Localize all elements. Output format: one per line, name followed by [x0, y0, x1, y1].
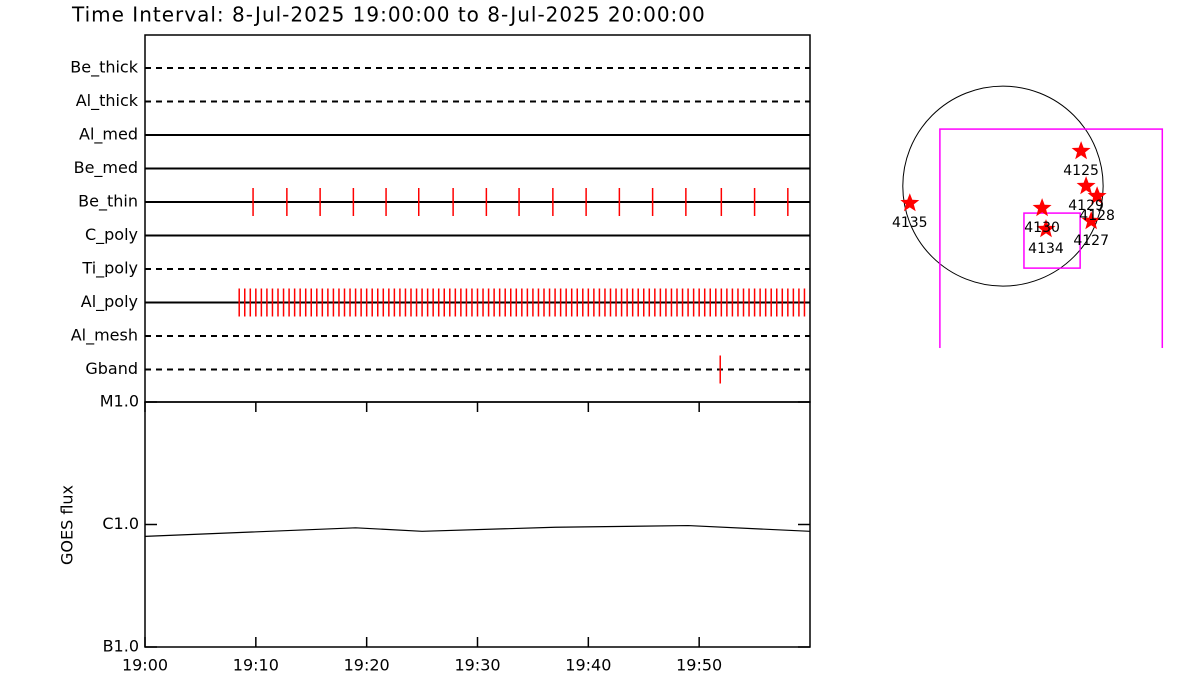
- y-tick-label: M1.0: [100, 392, 139, 411]
- active-region-marker: [1076, 176, 1096, 195]
- field-of-view: [939, 128, 1164, 348]
- active-region-label: 4130: [1024, 220, 1060, 236]
- filter-label: Al_med: [79, 125, 138, 145]
- filter-label: C_poly: [85, 225, 138, 245]
- active-region-label: 4127: [1073, 233, 1109, 249]
- filter-label: Be_thick: [70, 58, 138, 78]
- filter-label: Ti_poly: [81, 259, 138, 279]
- active-region-marker: [900, 193, 920, 212]
- y-axis-label: GOES flux: [58, 485, 77, 565]
- active-region-marker: [1032, 198, 1052, 217]
- x-tick-label: 19:30: [454, 656, 500, 675]
- y-tick-label: B1.0: [103, 637, 139, 656]
- active-region-label: 4128: [1079, 208, 1115, 224]
- x-tick-label: 19:10: [233, 656, 279, 675]
- filter-label: Be_med: [74, 158, 138, 178]
- y-tick-label: C1.0: [102, 514, 139, 533]
- active-region-label: 4135: [892, 215, 928, 231]
- x-tick-label: 19:20: [344, 656, 390, 675]
- field-of-view: [1023, 212, 1081, 269]
- filter-label: Be_thin: [78, 192, 138, 212]
- x-tick-label: 19:00: [122, 656, 168, 675]
- active-region-label: 4129: [1068, 198, 1104, 214]
- active-region-label: 4125: [1063, 163, 1099, 179]
- active-region-marker: [1087, 186, 1107, 205]
- goes-flux-line: [144, 524, 811, 537]
- map-area: [900, 85, 1164, 348]
- panel-frame: [144, 401, 811, 648]
- active-region-label: 4134: [1028, 241, 1064, 257]
- filter-label: Al_mesh: [71, 326, 138, 346]
- x-tick-label: 19:50: [676, 656, 722, 675]
- chart-title: Time Interval: 8-Jul-2025 19:00:00 to 8-…: [71, 3, 706, 27]
- active-region-marker: [1036, 219, 1056, 238]
- active-region-marker: [1071, 141, 1091, 160]
- panel-frame: [144, 34, 811, 403]
- solar-disk: [902, 85, 1104, 287]
- x-tick-label: 19:40: [565, 656, 611, 675]
- filter-label: Gband: [85, 359, 138, 378]
- filter-label: Al_poly: [81, 292, 138, 312]
- filter-label: Al_thick: [76, 91, 139, 111]
- active-region-marker: [1081, 211, 1101, 230]
